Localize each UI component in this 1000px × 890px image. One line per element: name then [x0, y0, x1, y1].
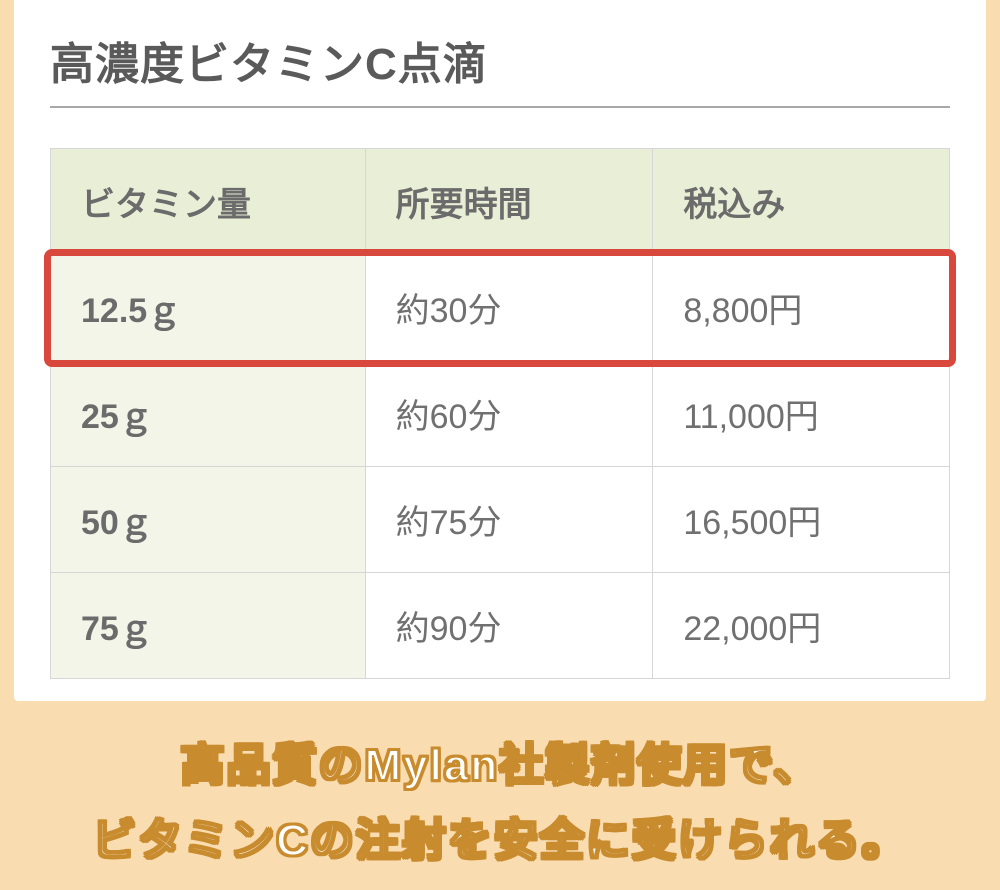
cell-time: 約90分 [365, 573, 653, 679]
cell-amount: 25ｇ [51, 361, 366, 467]
cell-price: 22,000円 [653, 573, 950, 679]
cell-amount: 50ｇ [51, 467, 366, 573]
table-row: 12.5ｇ 約30分 8,800円 [51, 255, 950, 361]
pricing-card: 高濃度ビタミンC点滴 ビタミン量 所要時間 税込み 12.5ｇ 約30分 8,8… [14, 0, 986, 701]
table-row: 50ｇ 約75分 16,500円 [51, 467, 950, 573]
table-wrapper: ビタミン量 所要時間 税込み 12.5ｇ 約30分 8,800円 25ｇ 約60… [50, 148, 950, 679]
col-header-time: 所要時間 [365, 149, 653, 255]
cell-amount: 12.5ｇ [51, 255, 366, 361]
cell-time: 約75分 [365, 467, 653, 573]
cell-time: 約30分 [365, 255, 653, 361]
table-header-row: ビタミン量 所要時間 税込み [51, 149, 950, 255]
col-header-amount: ビタミン量 [51, 149, 366, 255]
cell-price: 11,000円 [653, 361, 950, 467]
card-title: 高濃度ビタミンC点滴 [50, 28, 950, 108]
cell-time: 約60分 [365, 361, 653, 467]
cell-price: 16,500円 [653, 467, 950, 573]
table-row: 25ｇ 約60分 11,000円 [51, 361, 950, 467]
caption-block: 高品質のMylan社製剤使用で、 ビタミンCの注射を安全に受けられる。 [0, 729, 1000, 879]
cell-price: 8,800円 [653, 255, 950, 361]
col-header-price: 税込み [653, 149, 950, 255]
caption-line-2: ビタミンCの注射を安全に受けられる。 [20, 804, 980, 879]
caption-line-1: 高品質のMylan社製剤使用で、 [20, 729, 980, 804]
pricing-table: ビタミン量 所要時間 税込み 12.5ｇ 約30分 8,800円 25ｇ 約60… [50, 148, 950, 679]
table-row: 75ｇ 約90分 22,000円 [51, 573, 950, 679]
cell-amount: 75ｇ [51, 573, 366, 679]
